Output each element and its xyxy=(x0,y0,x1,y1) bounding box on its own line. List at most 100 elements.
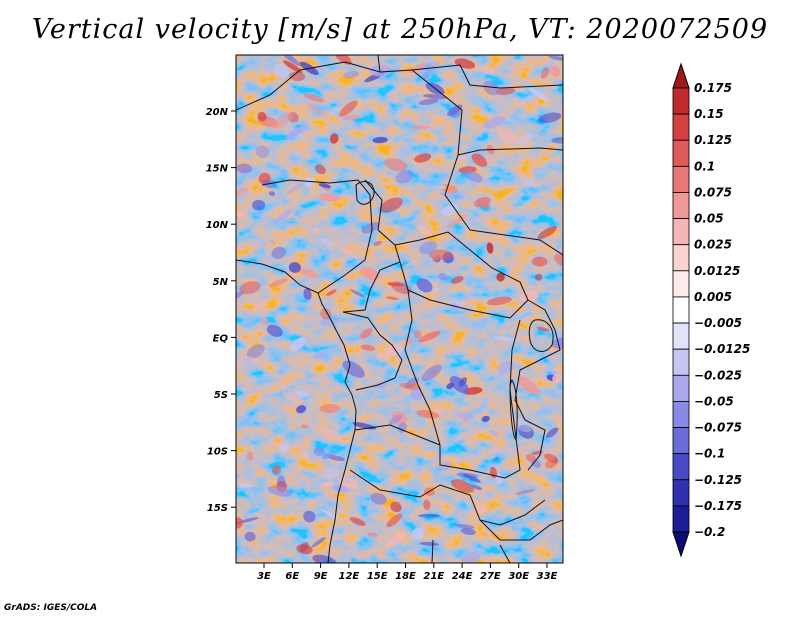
velocity-blob xyxy=(483,80,500,96)
velocity-blob xyxy=(517,376,540,395)
velocity-blob xyxy=(423,94,448,100)
velocity-blob xyxy=(244,531,256,542)
velocity-blob xyxy=(379,197,403,213)
velocity-blob xyxy=(536,326,550,332)
velocity-blob xyxy=(271,246,287,259)
velocity-blob xyxy=(418,98,439,105)
velocity-blob xyxy=(349,517,366,526)
velocity-blob xyxy=(458,377,467,387)
velocity-blob xyxy=(319,508,338,520)
velocity-blob xyxy=(322,466,339,480)
lon-tick-label: 21E xyxy=(423,571,444,582)
lon-tick-label: 6E xyxy=(285,571,299,582)
velocity-blob xyxy=(397,422,407,433)
colorbar-swatch xyxy=(672,113,690,141)
country-borders xyxy=(236,55,563,563)
colorbar-label: 0.15 xyxy=(694,107,724,121)
velocity-blob xyxy=(416,278,433,293)
velocity-blob xyxy=(320,315,340,327)
velocity-blob xyxy=(460,527,476,535)
lon-tick-label: 18E xyxy=(395,571,416,582)
colorbar-swatch xyxy=(672,296,690,324)
lon-tick-label: 30E xyxy=(508,571,529,582)
lon-tick-label: 3E xyxy=(257,571,271,582)
colorbar-label: 0.125 xyxy=(694,133,732,147)
colorbar-swatch xyxy=(672,348,690,376)
velocity-blob xyxy=(369,65,392,77)
colorbar-swatch xyxy=(672,87,690,115)
velocity-blob xyxy=(488,446,515,453)
colorbar-swatch xyxy=(672,139,690,167)
velocity-blob xyxy=(471,485,483,490)
velocity-blob xyxy=(450,479,475,493)
latitude-axis: 20N 15N 10N 5N EQ 5S 10S 15S xyxy=(206,107,236,514)
colorbar-swatch xyxy=(672,192,690,219)
velocity-blob xyxy=(401,260,418,269)
velocity-blob xyxy=(301,424,309,429)
lon-tick-label: 12E xyxy=(339,571,360,582)
velocity-blob xyxy=(416,409,440,419)
velocity-blob xyxy=(268,191,275,196)
velocity-blob xyxy=(421,364,442,382)
velocity-blob xyxy=(479,492,488,502)
velocity-blob xyxy=(338,477,359,489)
velocity-blob xyxy=(303,510,316,523)
border-angola xyxy=(349,424,546,526)
map-panel xyxy=(235,54,564,564)
velocity-blob xyxy=(414,153,432,163)
velocity-blob xyxy=(236,186,248,198)
grads-credit: GrADS: IGES/COLA xyxy=(4,603,98,613)
velocity-blob xyxy=(550,65,560,78)
lat-tick-label: 15S xyxy=(207,503,228,514)
velocity-blob xyxy=(272,464,282,475)
velocity-blob xyxy=(464,170,483,183)
velocity-blob xyxy=(411,388,423,401)
velocity-blob xyxy=(343,114,360,120)
velocity-blob xyxy=(279,442,290,453)
velocity-blob xyxy=(236,517,243,529)
velocity-blob xyxy=(319,427,342,440)
velocity-blob xyxy=(359,328,373,339)
velocity-blob xyxy=(413,330,422,339)
colorbar-label: −0.1 xyxy=(694,447,725,461)
velocity-blob xyxy=(496,272,505,282)
velocity-blob xyxy=(528,87,550,102)
colorbar-label: 0.005 xyxy=(694,290,732,304)
velocity-blob xyxy=(390,501,402,513)
velocity-blob xyxy=(360,344,376,351)
colorbar-label: −0.05 xyxy=(694,394,734,408)
velocity-blob xyxy=(372,136,388,144)
velocity-blob xyxy=(480,66,495,75)
velocity-blob xyxy=(462,473,481,483)
velocity-blob xyxy=(296,405,307,414)
velocity-blob xyxy=(320,308,332,320)
velocity-blob xyxy=(326,289,337,296)
velocity-blob xyxy=(296,544,313,555)
velocity-blob xyxy=(385,296,399,300)
velocity-blob xyxy=(349,289,365,298)
velocity-blob xyxy=(267,238,277,246)
colorbar-label: 0.175 xyxy=(694,81,732,95)
velocity-blob xyxy=(370,492,387,505)
velocity-blob xyxy=(461,552,481,563)
colorbar-label: −0.005 xyxy=(694,316,742,330)
longitude-axis: 3E 6E 9E 12E 15E 18E 21E 24E 27E 30E 33E xyxy=(257,563,558,582)
border-libya xyxy=(377,55,563,89)
border-sudan xyxy=(457,147,563,256)
velocity-blob xyxy=(333,55,352,65)
colorbar-swatch xyxy=(672,270,690,298)
velocity-blob xyxy=(260,317,270,327)
colorbar-label: −0.0125 xyxy=(694,342,750,356)
velocity-blob xyxy=(285,124,308,139)
velocity-blob xyxy=(418,513,440,518)
lon-tick-label: 27E xyxy=(480,571,501,582)
velocity-blob xyxy=(360,267,380,281)
velocity-blob xyxy=(551,337,563,349)
velocity-blob xyxy=(537,225,558,240)
velocity-blob xyxy=(320,237,334,247)
velocity-blob xyxy=(456,150,476,162)
velocity-blob xyxy=(450,302,458,312)
velocity-blob xyxy=(449,107,461,118)
velocity-blob xyxy=(236,290,245,301)
velocity-blob xyxy=(405,377,419,389)
